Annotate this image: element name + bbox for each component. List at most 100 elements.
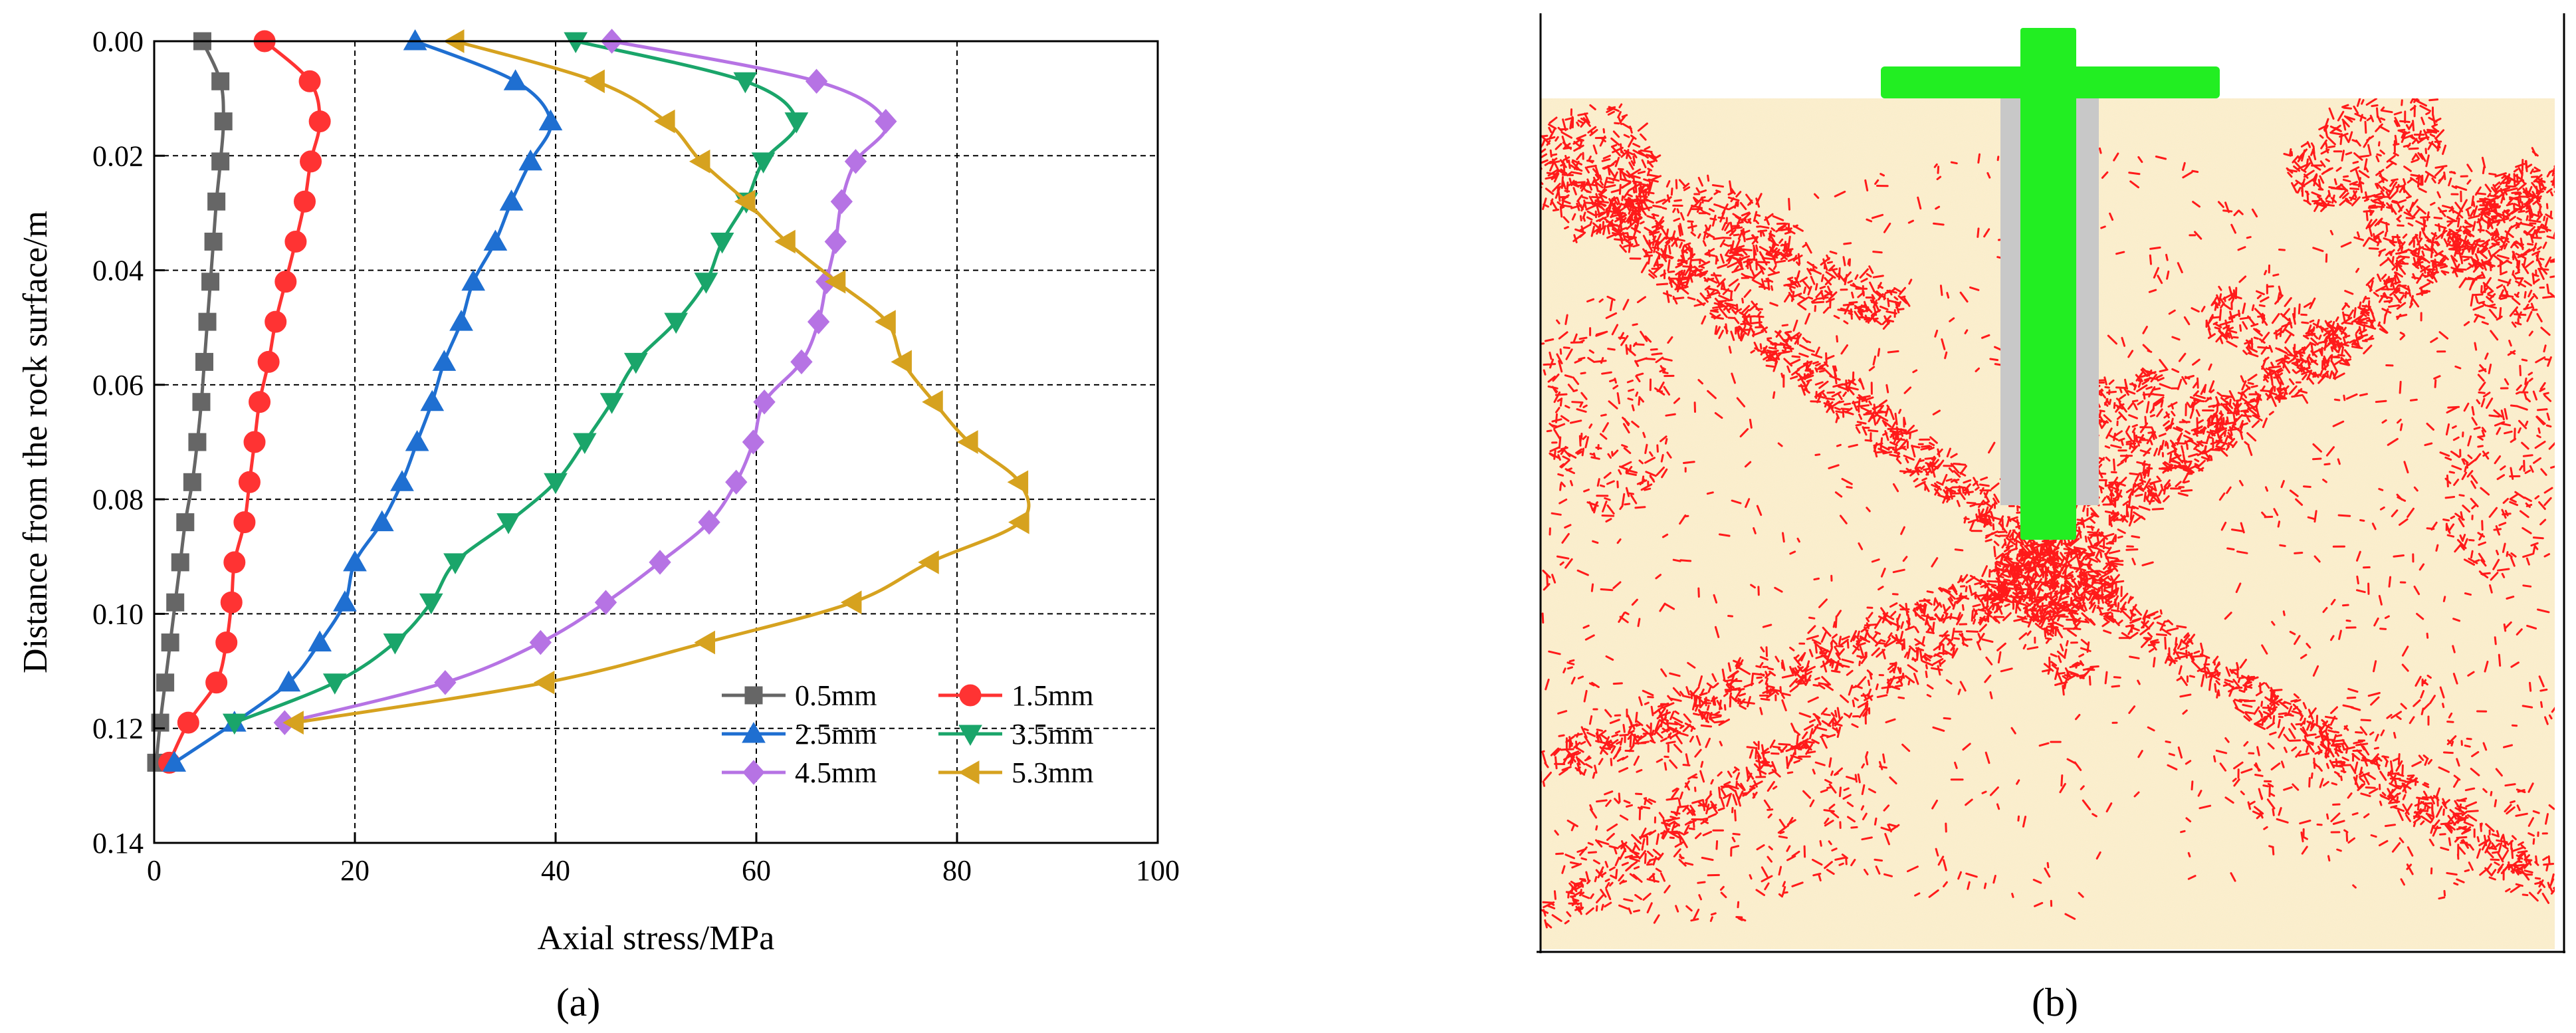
crack-cluster — [2464, 237, 2555, 328]
legend-item: 0.5mm — [722, 679, 877, 712]
data-point — [753, 389, 776, 415]
crack-cluster — [2101, 592, 2159, 648]
data-point — [204, 233, 223, 251]
crack-cluster — [2232, 675, 2289, 727]
crack-cluster — [1627, 701, 1689, 747]
tick-marks — [153, 40, 1159, 844]
data-point — [343, 550, 367, 572]
legend-marker — [742, 760, 765, 785]
data-point — [211, 152, 230, 171]
legend-label: 2.5mm — [795, 718, 877, 750]
data-point — [284, 231, 307, 253]
data-point — [824, 269, 846, 294]
data-point — [243, 431, 266, 453]
data-point — [751, 152, 776, 173]
data-point — [333, 590, 357, 612]
data-point — [734, 189, 756, 214]
data-point — [390, 470, 414, 491]
legend-marker — [742, 721, 766, 743]
legend-label: 4.5mm — [795, 756, 877, 789]
data-point — [774, 229, 796, 254]
data-point — [322, 673, 347, 695]
crack-cluster — [2200, 398, 2258, 451]
crack-cluster — [2075, 358, 2243, 457]
series-line — [154, 40, 225, 763]
x-tick-label: 60 — [742, 854, 771, 887]
series-line — [233, 39, 798, 725]
data-point — [188, 433, 207, 451]
legend-label: 5.3mm — [1012, 756, 1093, 789]
crack-cluster — [1725, 221, 1911, 330]
data-point — [694, 630, 715, 655]
data-point — [710, 233, 734, 254]
crack-cluster — [1656, 686, 1715, 746]
legend-item: 5.3mm — [938, 756, 1093, 789]
data-point — [162, 750, 187, 772]
crack-cluster — [1704, 279, 1763, 341]
y-axis-title: Distance from the rock surface/m — [17, 211, 54, 673]
data-point — [432, 350, 457, 371]
series-3.5mm — [222, 32, 809, 735]
data-point — [171, 553, 189, 572]
data-point — [572, 433, 597, 455]
data-point — [276, 670, 301, 692]
data-point — [215, 631, 238, 653]
data-point — [205, 671, 228, 694]
data-point — [223, 551, 246, 574]
crack-cluster — [1909, 447, 1967, 501]
data-point — [844, 149, 867, 174]
data-point — [265, 310, 287, 333]
data-point — [434, 670, 457, 695]
data-point — [300, 150, 322, 173]
data-point — [449, 310, 473, 331]
series-2.5mm — [162, 29, 563, 772]
y-tick-label: 0.14 — [92, 827, 144, 860]
data-point — [518, 149, 543, 171]
crack-cluster — [1651, 235, 1706, 292]
data-point — [308, 630, 332, 651]
data-point — [201, 273, 220, 291]
panel-b-label: (b) — [2032, 980, 2078, 1024]
data-point — [238, 471, 261, 493]
data-point — [805, 68, 828, 94]
data-point — [183, 473, 201, 491]
data-point — [840, 590, 862, 615]
data-point — [830, 189, 853, 214]
data-point — [370, 510, 394, 532]
data-point — [654, 109, 675, 134]
crack-cluster — [2446, 199, 2502, 255]
data-point — [166, 593, 185, 612]
crack-cluster — [2439, 330, 2555, 581]
crack-cluster — [2232, 695, 2555, 902]
data-point — [564, 32, 588, 54]
y-tick-label: 0.02 — [92, 140, 144, 172]
data-point — [584, 69, 605, 94]
data-point — [918, 550, 939, 574]
crack-cluster — [2283, 98, 2447, 213]
data-point — [538, 109, 563, 131]
x-tick-label: 0 — [147, 854, 161, 887]
series-5.3mm — [282, 29, 1031, 735]
y-tick-labels: 0.00 0.02 0.04 0.06 0.08 0.10 0.12 0.14 — [92, 25, 144, 860]
crack-cluster — [2131, 615, 2191, 667]
legend-item: 3.5mm — [938, 718, 1093, 750]
data-point — [698, 509, 720, 535]
data-point — [875, 310, 896, 334]
data-point — [419, 593, 443, 615]
data-point — [807, 309, 830, 334]
data-point — [161, 633, 179, 651]
series-line — [167, 40, 322, 764]
crack-cluster — [2260, 346, 2319, 403]
data-point — [499, 189, 524, 211]
legend-item: 1.5mm — [938, 679, 1093, 712]
legend-label: 1.5mm — [1012, 679, 1093, 712]
crack-cluster — [1583, 183, 1640, 243]
crack-cluster — [1765, 330, 1821, 388]
crack-cluster — [1554, 737, 1900, 924]
crack-cluster — [1882, 426, 1941, 478]
crack-cluster — [2324, 300, 2377, 350]
data-point — [664, 312, 689, 334]
data-point — [529, 630, 552, 655]
crack-network — [1541, 98, 2555, 929]
data-point — [742, 429, 765, 455]
